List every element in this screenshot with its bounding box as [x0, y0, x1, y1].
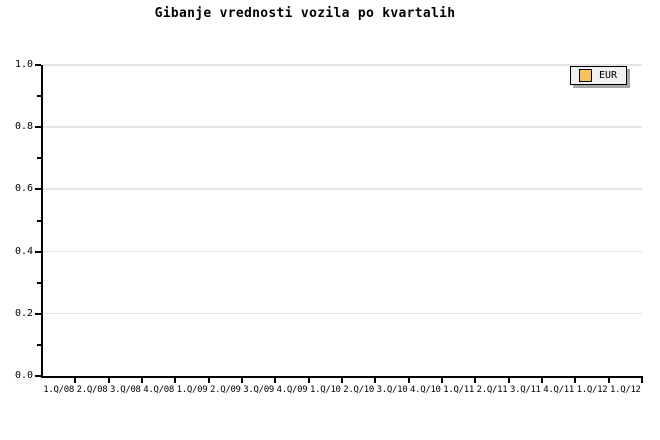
y-axis-tick-label: 0.4: [14, 245, 33, 257]
y-axis-tick-label: 1.0: [14, 59, 33, 70]
y-axis-tick: [35, 64, 41, 66]
x-axis-tick-label: 4.Q/11: [543, 385, 575, 395]
x-axis-tick-label: 1.Q/12: [576, 385, 608, 395]
gridline: [42, 64, 642, 66]
x-axis-tick-label: 4.Q/08: [143, 385, 175, 395]
x-axis-tick: [107, 378, 110, 383]
y-axis-tick: [35, 375, 41, 377]
y-axis-tick: [35, 312, 41, 315]
x-axis-tick: [507, 378, 510, 383]
x-axis-tick-label: 4.Q/09: [276, 385, 308, 395]
y-axis-tick: [35, 188, 41, 191]
x-axis-tick: [341, 378, 343, 383]
y-axis-minor-tick: [37, 157, 41, 160]
x-axis-tick-label: 1.Q/10: [309, 385, 341, 395]
x-axis-tick-label: 2.Q/08: [76, 385, 108, 395]
x-axis-tick: [241, 378, 243, 383]
x-axis-tick-label: 2.Q/10: [343, 385, 375, 395]
x-axis-tick: [574, 378, 577, 383]
x-axis-tick: [474, 378, 477, 383]
x-axis-tick: [141, 378, 143, 383]
x-axis-tick-label: 3.Q/09: [243, 385, 275, 395]
x-axis-tick-label: 1.Q/12: [609, 385, 641, 395]
x-axis-tick-label: 3.Q/10: [376, 385, 408, 395]
y-axis-tick: [35, 126, 41, 129]
x-axis-tick: [541, 378, 543, 383]
x-axis-tick: [74, 378, 77, 383]
y-axis-tick: [35, 250, 41, 253]
y-axis-tick-label: 0.0: [14, 370, 33, 381]
x-axis-line: [41, 376, 643, 378]
x-axis-tick-label: 3.Q/08: [109, 385, 141, 395]
x-axis-tick-label: 1.Q/09: [176, 385, 208, 395]
x-axis-tick: [441, 378, 443, 383]
gridline: [42, 250, 642, 253]
y-axis-minor-tick: [37, 219, 41, 222]
legend-label-eur: EUR: [599, 70, 618, 81]
x-axis-tick: [374, 378, 377, 383]
y-axis-minor-tick: [37, 281, 41, 284]
x-axis-tick-label: 1.Q/11: [443, 385, 475, 395]
x-axis-tick: [307, 378, 310, 383]
y-axis-tick-label: 0.2: [14, 307, 33, 319]
x-axis-tick: [607, 378, 610, 383]
legend: EUR: [570, 66, 628, 85]
y-axis-minor-tick: [37, 343, 41, 346]
y-axis-line: [41, 65, 43, 378]
gridline: [42, 126, 642, 128]
x-axis-tick: [407, 378, 410, 383]
gridline: [42, 188, 642, 190]
chart-title: Gibanje vrednosti vozila po kvartalih: [154, 6, 456, 21]
x-axis-tick: [641, 378, 643, 383]
x-axis-tick-label: 3.Q/11: [509, 385, 541, 395]
x-axis-tick-label: 1.Q/08: [43, 385, 75, 395]
y-axis-tick-label: 0.8: [14, 121, 33, 133]
y-axis-minor-tick: [37, 95, 41, 98]
gridline: [42, 312, 642, 315]
x-axis-tick: [174, 378, 177, 383]
legend-swatch-eur: [579, 69, 592, 82]
y-axis-tick-label: 0.6: [14, 183, 33, 195]
x-axis-tick-label: 2.Q/11: [476, 385, 508, 395]
x-axis-tick: [207, 378, 210, 383]
x-axis-tick: [274, 378, 277, 383]
x-axis-tick-label: 2.Q/09: [209, 385, 241, 395]
x-axis-tick-label: 4.Q/10: [409, 385, 441, 395]
